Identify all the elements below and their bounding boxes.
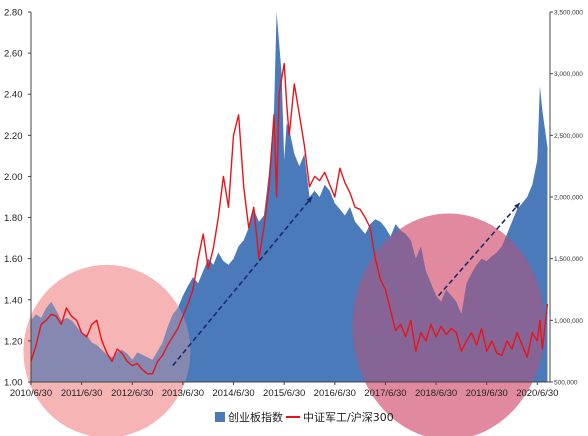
left-tick-label: 2.60	[4, 49, 23, 60]
area-series-layer	[31, 12, 548, 382]
left-tick-label: 1.60	[4, 254, 23, 265]
left-axis-ticks: 1.00 1.20 1.40 1.60 1.80 2.00 2.20 2.40 2.60 2.80	[4, 8, 31, 389]
line-series-layer	[30, 62, 549, 375]
left-tick-label: 1.20	[4, 336, 23, 347]
legend: 创业板指数 中证军工/沪深300	[215, 410, 394, 424]
left-tick-label: 2.00	[4, 172, 23, 183]
left-tick-label: 2.40	[4, 90, 23, 101]
trend-arrow-head	[306, 197, 313, 203]
trend-arrows	[172, 196, 521, 367]
right-tick-label: 500,000	[554, 380, 578, 387]
x-tick-label: 2012/6/30	[111, 388, 153, 399]
x-axis-ticks: 2010/6/30 2011/6/30 2012/6/30 2013/6/30 2014…	[10, 382, 558, 399]
right-axis-ticks: 500,000 1,000,000 1,500,000 2,000,000 2,500,…	[550, 10, 583, 387]
x-tick-label: 2020/6/30	[516, 388, 558, 399]
left-tick-label: 1.80	[4, 213, 23, 224]
x-tick-label: 2017/6/30	[364, 388, 406, 399]
x-tick-label: 2016/6/30	[314, 388, 356, 399]
legend-swatch-area	[215, 412, 225, 422]
right-tick-label: 2,500,000	[554, 133, 583, 140]
right-tick-label: 3,500,000	[554, 10, 583, 17]
x-tick-label: 2014/6/30	[212, 388, 254, 399]
x-tick-label: 2015/6/30	[263, 388, 305, 399]
highlight-ellipse	[23, 264, 191, 436]
left-tick-label: 2.20	[4, 131, 23, 142]
x-tick-label: 2019/6/30	[466, 388, 508, 399]
x-tick-label: 2011/6/30	[61, 388, 103, 399]
right-tick-label: 2,000,000	[554, 195, 583, 202]
right-tick-label: 1,000,000	[554, 318, 583, 325]
area-series-shape	[31, 12, 548, 382]
line-series-path	[30, 62, 549, 375]
legend-label-line: 中证军工/沪深300	[303, 410, 394, 424]
left-tick-label: 1.40	[4, 295, 23, 306]
highlight-ellipse-overlay	[23, 264, 191, 436]
x-tick-label: 2010/6/30	[10, 388, 52, 399]
x-tick-label: 2013/6/30	[162, 388, 204, 399]
x-tick-label: 2018/6/30	[415, 388, 457, 399]
right-tick-label: 1,500,000	[554, 256, 583, 263]
legend-label-area: 创业板指数	[228, 410, 283, 424]
highlight-ellipse-overlay	[352, 213, 545, 436]
right-tick-label: 3,000,000	[554, 71, 583, 78]
trend-arrow-head	[514, 203, 520, 209]
trend-arrow-shaft	[438, 202, 521, 297]
left-tick-label: 2.80	[4, 8, 23, 19]
trend-arrow-shaft	[172, 196, 313, 367]
left-tick-label: 1.00	[4, 378, 23, 389]
highlight-ellipses-overlay	[23, 213, 545, 436]
